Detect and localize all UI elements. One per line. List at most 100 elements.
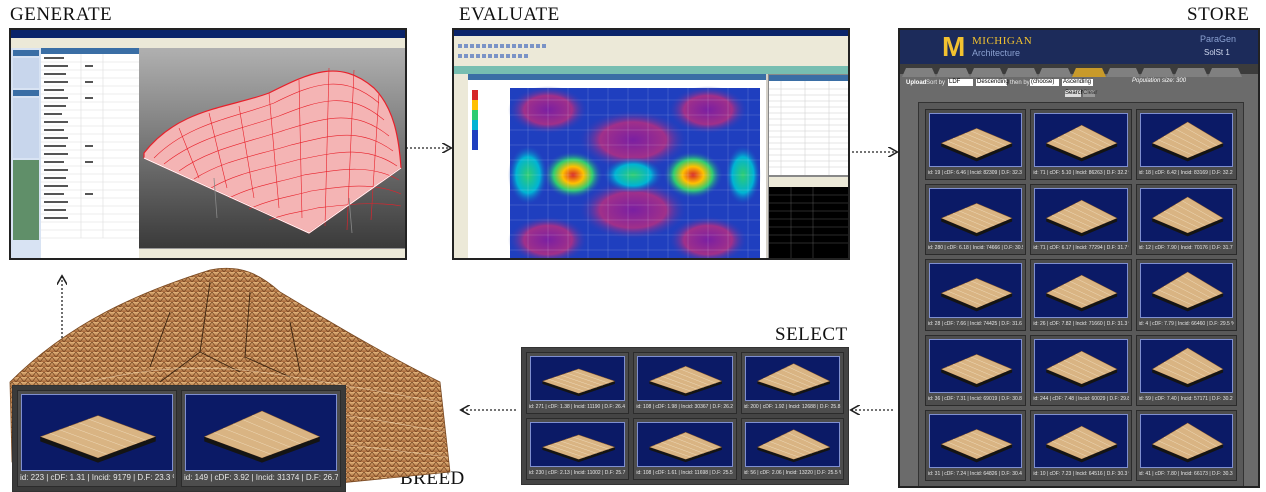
model-render — [1139, 338, 1233, 393]
red-surface-mesh — [143, 67, 402, 234]
store-results-grid: id: 19 | cDF: 6.46 | Incid: 82309 | D.F:… — [918, 102, 1244, 486]
solution-caption: id: 71 | cDF: 6.17 | Incid: 77294 | D.F:… — [1033, 245, 1129, 252]
upload-link[interactable]: Upload — [906, 80, 927, 86]
evaluate-black-table — [768, 176, 848, 258]
solution-caption: id: 71 | cDF: 5.10 | Incid: 86263 | D.F:… — [1033, 170, 1129, 177]
solution-thumbnail[interactable]: id: 271 | cDF: 1.38 | Incid: 11190 | D.F… — [526, 352, 630, 414]
model-render — [21, 394, 173, 471]
solution-caption: id: 41 | cDF: 7.80 | Incid: 66173 | D.F:… — [1138, 470, 1234, 477]
solution-thumbnail[interactable]: id: 28 | cDF: 7.66 | Incid: 74425 | D.F:… — [925, 259, 1027, 331]
model-render — [637, 422, 733, 467]
solution-caption: id: 230 | cDF: 2.13 | Incid: 11002 | D.F… — [529, 470, 627, 476]
generate-statusbar — [139, 248, 405, 258]
solution-caption: id: 271 | cDF: 1.38 | Incid: 11190 | D.F… — [529, 404, 627, 410]
model-render — [530, 356, 626, 401]
evaluate-side-tabs — [454, 74, 469, 258]
search-button[interactable]: Search — [1065, 90, 1085, 97]
solution-caption: id: 200 | cDF: 1.92 | Incid: 12688 | D.F… — [743, 404, 841, 410]
solution-thumbnail[interactable]: id: 18 | cDF: 6.42 | Incid: 83169 | D.F:… — [1135, 109, 1237, 181]
solution-caption: id: 56 | cDF: 2.06 | Incid: 13220 | D.F:… — [743, 470, 841, 476]
solution-thumbnail[interactable]: id: 10 | cDF: 7.23 | Incid: 64516 | D.F:… — [1030, 409, 1132, 481]
solution-thumbnail[interactable]: id: 223 | cDF: 1.31 | Incid: 9179 | D.F:… — [17, 390, 177, 487]
solution-caption: id: 280 | cDF: 6.18 | Incid: 74666 | D.F… — [928, 245, 1024, 252]
solution-caption: id: 31 | cDF: 7.24 | Incid: 64826 | D.F:… — [928, 470, 1024, 477]
sort-select[interactable]: LDF — [948, 79, 973, 86]
model-render — [1139, 263, 1233, 318]
model-render — [1034, 113, 1128, 168]
solution-caption: id: 59 | cDF: 7.40 | Incid: 57171 | D.F:… — [1138, 395, 1234, 402]
model-render — [744, 422, 840, 467]
solution-thumbnail[interactable]: id: 19 | cDF: 6.46 | Incid: 82309 | D.F:… — [925, 109, 1027, 181]
solution-thumbnail[interactable]: id: 108 | cDF: 1.61 | Incid: 11698 | D.F… — [633, 418, 737, 480]
store-filter-bar: Upload Sort by LDF Descending then by (c… — [904, 78, 1258, 100]
solution-thumbnail[interactable]: id: 108 | cDF: 1.98 | Incid: 30367 | D.F… — [633, 352, 737, 414]
evaluate-screenshot — [452, 28, 850, 260]
solution-caption: id: 19 | cDF: 6.46 | Incid: 82309 | D.F:… — [928, 170, 1024, 177]
generate-3d-viewport — [139, 48, 405, 248]
solution-thumbnail[interactable]: id: 280 | cDF: 6.18 | Incid: 74666 | D.F… — [925, 184, 1027, 256]
model-render — [1034, 413, 1128, 468]
evaluate-toolbar — [454, 36, 848, 74]
label-select: SELECT — [775, 324, 848, 345]
solution-thumbnail[interactable]: id: 31 | cDF: 7.24 | Incid: 64826 | D.F:… — [925, 409, 1027, 481]
solution-caption: id: 36 | cDF: 7.31 | Incid: 69019 | D.F:… — [928, 395, 1024, 402]
solution-thumbnail[interactable]: id: 59 | cDF: 7.40 | Incid: 57171 | D.F:… — [1135, 334, 1237, 406]
breed-results-panel: id: 223 | cDF: 1.31 | Incid: 9179 | D.F:… — [12, 385, 346, 492]
model-render — [1139, 188, 1233, 243]
solution-thumbnail[interactable]: id: 36 | cDF: 7.31 | Incid: 69019 | D.F:… — [925, 334, 1027, 406]
solution-set-name: SolSt 1 — [1204, 48, 1230, 57]
then-by-label: then by — [1010, 80, 1030, 86]
solution-caption: id: 4 | cDF: 7.79 | Incid: 66460 | D.F: … — [1138, 320, 1234, 327]
solution-thumbnail[interactable]: id: 244 | cDF: 7.48 | Incid: 60029 | D.F… — [1030, 334, 1132, 406]
then-by-select[interactable]: (choose) — [1030, 79, 1059, 86]
solution-caption: id: 108 | cDF: 1.61 | Incid: 11698 | D.F… — [636, 470, 734, 476]
solution-caption: id: 12 | cDF: 7.90 | Incid: 70176 | D.F:… — [1138, 245, 1234, 252]
population-size: Population size: 300 — [1132, 78, 1187, 84]
generate-titlebar — [11, 30, 405, 38]
solution-caption: id: 108 | cDF: 1.98 | Incid: 30367 | D.F… — [636, 404, 734, 410]
model-render — [185, 394, 337, 471]
solution-thumbnail[interactable]: id: 12 | cDF: 7.90 | Incid: 70176 | D.F:… — [1135, 184, 1237, 256]
solution-caption: id: 26 | cDF: 7.82 | Incid: 71660 | D.F:… — [1033, 320, 1129, 327]
solution-caption: id: 28 | cDF: 7.66 | Incid: 74425 | D.F:… — [928, 320, 1024, 327]
solution-thumbnail[interactable]: id: 4 | cDF: 7.79 | Incid: 66460 | D.F: … — [1135, 259, 1237, 331]
solution-caption: id: 244 | cDF: 7.48 | Incid: 60029 | D.F… — [1033, 395, 1129, 402]
model-render — [929, 338, 1023, 393]
solution-thumbnail[interactable]: id: 230 | cDF: 2.13 | Incid: 11002 | D.F… — [526, 418, 630, 480]
solution-thumbnail[interactable]: id: 71 | cDF: 6.17 | Incid: 77294 | D.F:… — [1030, 184, 1132, 256]
solution-thumbnail[interactable]: id: 200 | cDF: 1.92 | Incid: 12688 | D.F… — [740, 352, 844, 414]
label-generate: GENERATE — [10, 4, 113, 25]
generate-tool-panel — [11, 48, 41, 258]
solution-thumbnail[interactable]: id: 56 | cDF: 2.06 | Incid: 13220 | D.F:… — [740, 418, 844, 480]
order-select[interactable]: Descending — [976, 79, 1009, 86]
michigan-logo-m: M — [942, 31, 966, 62]
generate-parameter-table — [41, 48, 140, 258]
stress-heatmap — [472, 86, 761, 258]
model-render — [929, 188, 1023, 243]
model-render — [530, 422, 626, 467]
model-render — [929, 113, 1023, 168]
solution-thumbnail[interactable]: id: 41 | cDF: 7.80 | Incid: 66173 | D.F:… — [1135, 409, 1237, 481]
model-render — [1139, 413, 1233, 468]
brand-sub: Architecture — [972, 48, 1021, 58]
solution-thumbnail[interactable]: id: 149 | cDF: 3.92 | Incid: 31374 | D.F… — [181, 390, 341, 487]
solution-caption: id: 223 | cDF: 1.31 | Incid: 9179 | D.F:… — [20, 473, 174, 482]
model-render — [929, 263, 1023, 318]
evaluate-results-table — [768, 74, 848, 176]
model-render — [1139, 113, 1233, 168]
then-order-select[interactable]: Ascending — [1062, 79, 1093, 86]
model-render — [1034, 263, 1128, 318]
sort-label: Sort by — [926, 80, 946, 86]
clear-button[interactable]: Clear — [1083, 90, 1098, 97]
evaluate-titlebar — [454, 30, 848, 36]
brand-name: MICHIGAN — [972, 35, 1033, 47]
model-render — [744, 356, 840, 401]
solution-thumbnail[interactable]: id: 71 | cDF: 5.10 | Incid: 86263 | D.F:… — [1030, 109, 1132, 181]
generate-screenshot — [9, 28, 407, 260]
label-evaluate: EVALUATE — [459, 4, 560, 25]
store-tab-strip[interactable] — [900, 64, 1258, 77]
model-render — [1034, 338, 1128, 393]
solution-thumbnail[interactable]: id: 26 | cDF: 7.82 | Incid: 71660 | D.F:… — [1030, 259, 1132, 331]
model-render — [929, 413, 1023, 468]
model-render — [1034, 188, 1128, 243]
